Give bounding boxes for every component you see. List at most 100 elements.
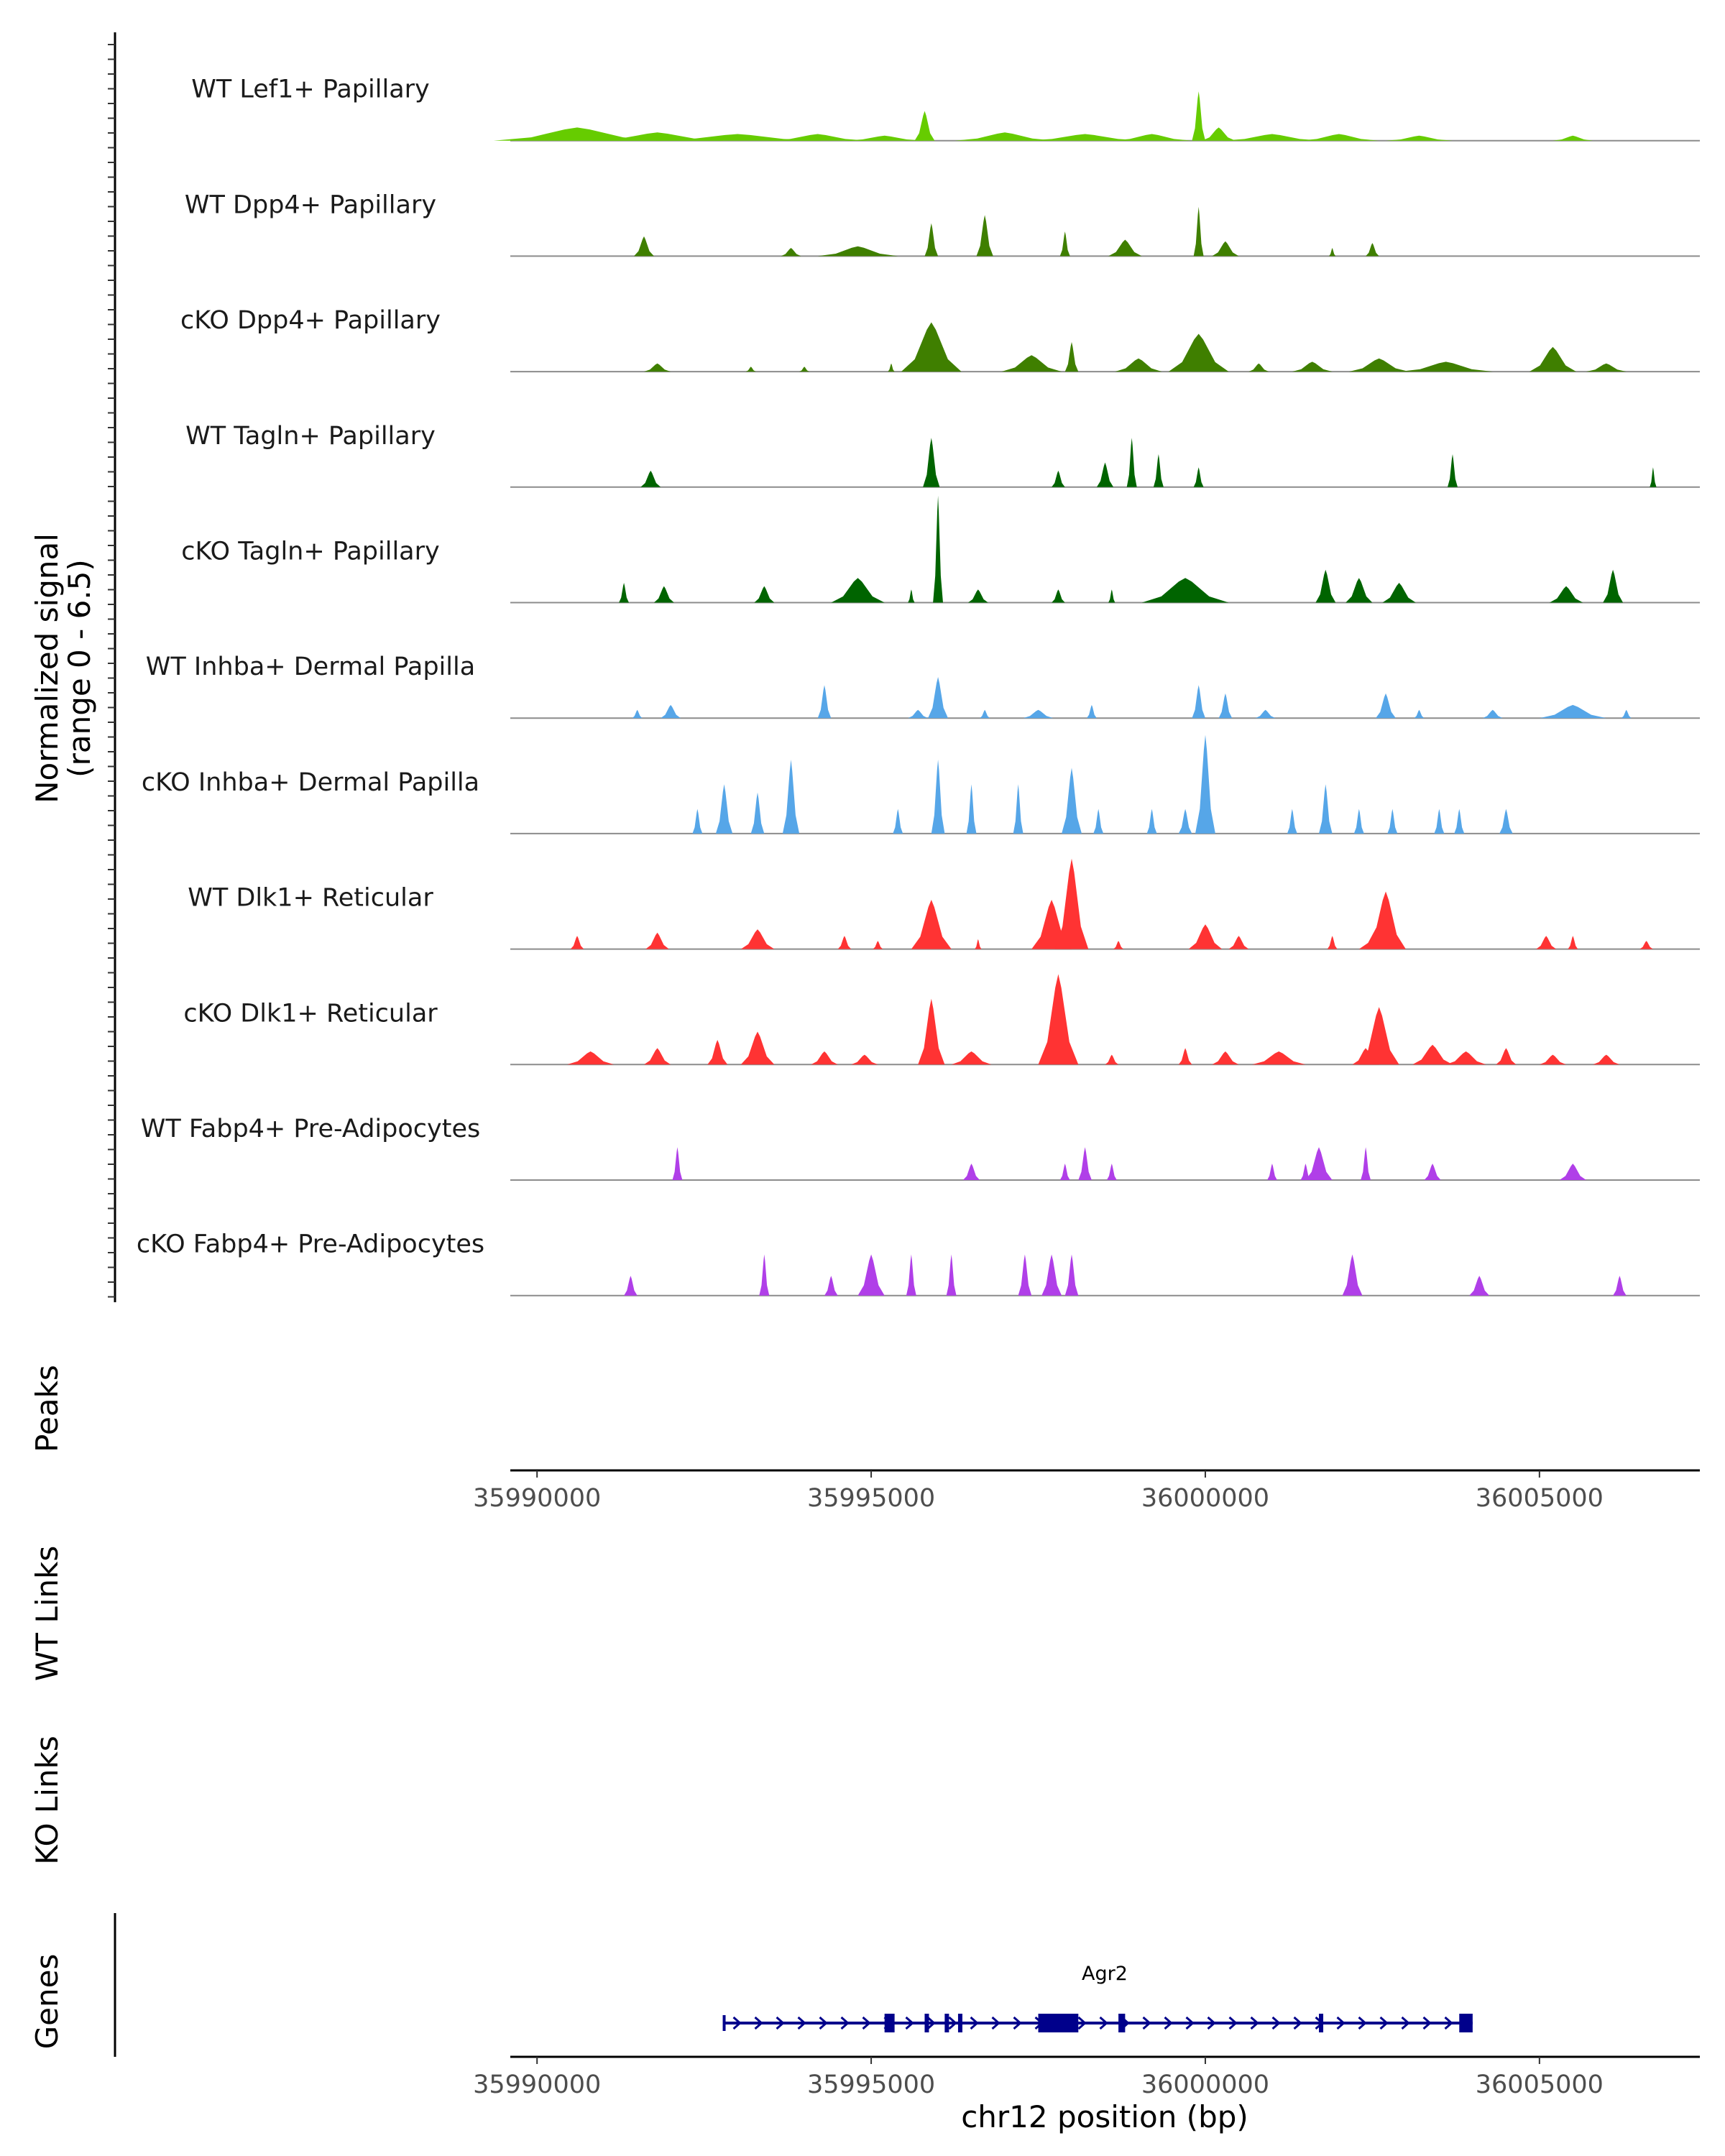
signal-peak <box>1001 355 1062 372</box>
signal-peak <box>1549 586 1583 603</box>
strand-arrow <box>1164 2016 1173 2030</box>
signal-peak <box>1093 808 1104 834</box>
peaks-x-tick-label: 36005000 <box>1476 1484 1604 1513</box>
signal-peak <box>1319 784 1333 834</box>
peaks-x-tick-label: 36000000 <box>1141 1484 1269 1513</box>
signal-peak <box>1212 1051 1239 1065</box>
signal-peak <box>1454 808 1465 834</box>
strand-arrow <box>948 2016 957 2030</box>
strand-arrow <box>1142 2016 1151 2030</box>
signal-peak <box>1448 454 1458 487</box>
axes: 35990000 35995000 36000000 36005000 35990000… <box>108 32 1700 2099</box>
signal-peak <box>1366 891 1406 949</box>
signal-peak <box>1358 1007 1399 1065</box>
signal-peak <box>1445 1051 1486 1065</box>
track-3: cKO Dpp4+ Papillary <box>180 306 1700 373</box>
signal-peak <box>624 1276 638 1296</box>
strand-arrow <box>1228 2016 1238 2030</box>
strand-arrow <box>1422 2016 1432 2030</box>
signal-peak <box>1252 1051 1306 1065</box>
signal-peak <box>1178 1048 1192 1065</box>
signal-peak <box>1192 91 1205 141</box>
signal-peak <box>1621 709 1632 719</box>
signal-peak <box>1346 578 1373 603</box>
signal-peak <box>1078 1147 1092 1180</box>
signal-peak <box>672 1147 683 1180</box>
signal-peak <box>1195 734 1215 834</box>
signal-peak <box>1559 1164 1586 1180</box>
signal-peak <box>1052 589 1065 603</box>
signal-peak <box>1126 438 1137 487</box>
track-4: WT Tagln+ Papillary <box>185 422 1700 488</box>
signal-peak <box>1499 808 1513 834</box>
track-7: cKO Inhba+ Dermal Papilla <box>142 734 1700 834</box>
signal-peak <box>632 709 643 719</box>
signal-peak <box>1188 924 1223 949</box>
signal-peak <box>1153 454 1164 487</box>
strand-arrow <box>1099 2016 1108 2030</box>
signal-peak <box>966 784 977 834</box>
signal-peak <box>1315 569 1336 603</box>
peaks-x-tick-label: 35995000 <box>807 1484 935 1513</box>
strand-arrow <box>991 2016 1000 2030</box>
track-10: WT Fabp4+ Pre-Adipocytes <box>141 1115 1700 1181</box>
strand-arrow <box>1358 2016 1367 2030</box>
track-11: cKO Fabp4+ Pre-Adipocytes <box>137 1230 1700 1296</box>
signal-peak <box>1218 693 1233 719</box>
signal-peak <box>1361 1147 1371 1180</box>
signal-peak <box>715 784 733 834</box>
signal-peak <box>1064 1254 1079 1296</box>
signal-peak <box>1348 358 1409 372</box>
signal-peak <box>857 1254 885 1296</box>
signal-peak <box>570 936 584 949</box>
signal-peak <box>750 792 765 834</box>
track-1: WT Lef1+ Papillary <box>191 75 1700 142</box>
track-label: WT Tagln+ Papillary <box>185 422 436 451</box>
signal-peak <box>1650 467 1657 487</box>
signal-peak <box>824 1276 838 1296</box>
signal-peak <box>1414 709 1425 719</box>
signal-peak <box>768 134 868 141</box>
strand-arrow <box>1250 2016 1259 2030</box>
signal-peak <box>692 808 703 834</box>
signal-peak <box>1287 808 1297 834</box>
signal-peak <box>1536 936 1557 949</box>
genes-x-tick-label: 35990000 <box>473 2070 601 2099</box>
signal-peak <box>1353 808 1364 834</box>
signal-peak <box>811 1051 838 1065</box>
gene-exon <box>1118 2014 1126 2032</box>
signal-peak <box>1366 243 1379 257</box>
signal-peak <box>1041 1254 1062 1296</box>
signal-peak <box>1469 1276 1490 1296</box>
signal-peak <box>1059 1164 1070 1180</box>
signal-peak <box>1106 1164 1117 1180</box>
ko-links-panel-label: KO Links <box>29 1736 65 1865</box>
signal-peak <box>1111 134 1192 141</box>
track-label: WT Dpp4+ Papillary <box>185 190 436 219</box>
gene-exon <box>1459 2014 1473 2032</box>
track-label: WT Inhba+ Dermal Papilla <box>146 653 475 681</box>
signal-peak <box>1292 361 1333 372</box>
signal-peak <box>782 760 800 834</box>
genes-x-tick-label: 35995000 <box>807 2070 935 2099</box>
signal-peak <box>908 589 915 603</box>
signal-peak <box>493 127 661 141</box>
signal-peak <box>1108 589 1116 603</box>
signal-peak <box>707 1040 728 1065</box>
signal-peak <box>740 1031 775 1065</box>
genes-x-tick-label: 36005000 <box>1476 2070 1604 2099</box>
strand-arrow <box>754 2016 763 2030</box>
signal-peak <box>873 941 883 949</box>
signal-peak <box>1024 134 1146 141</box>
signal-peak <box>928 677 948 719</box>
signal-peak <box>1300 1164 1311 1180</box>
signal-peak <box>1105 1054 1119 1065</box>
signal-peak <box>1568 936 1578 949</box>
signal-peak <box>1059 231 1070 257</box>
gene-exon <box>957 2014 962 2032</box>
signal-peak <box>640 470 661 487</box>
signal-peak <box>1052 470 1065 487</box>
signal-peak <box>831 578 885 603</box>
peaks-panel-label: Peaks <box>29 1365 65 1452</box>
